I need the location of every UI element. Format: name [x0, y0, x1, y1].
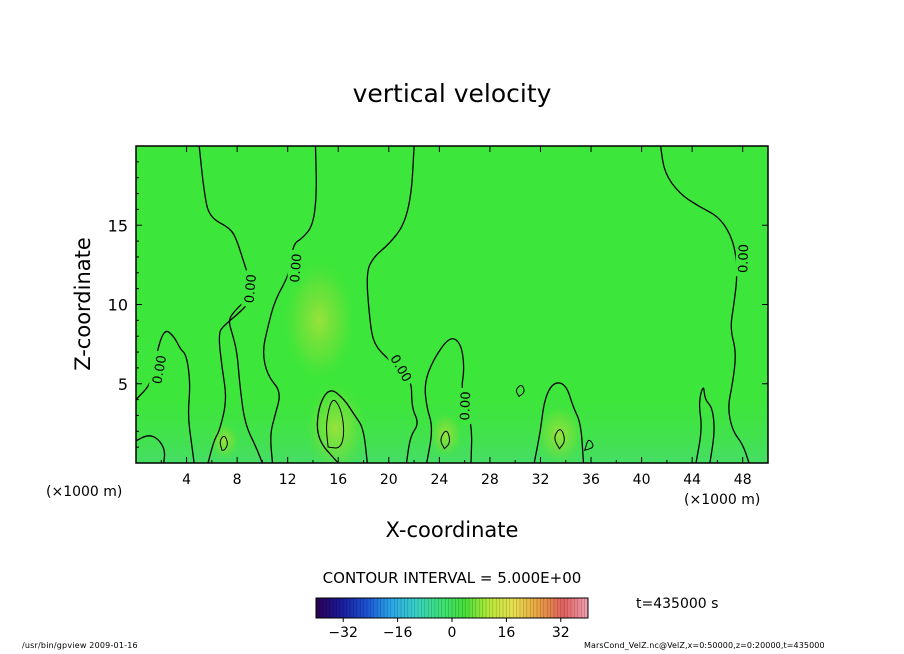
warm-spot-0: [304, 380, 368, 463]
contour-label-4: 0.00: [458, 391, 474, 420]
contour-label-bg-3: [386, 348, 417, 387]
inner-contour-0: [326, 399, 345, 449]
contour-line-1: [136, 435, 166, 463]
y-tick-label-15: 15: [108, 216, 128, 235]
inner-contour-1: [219, 435, 228, 451]
x-tick-label-20: 20: [380, 472, 398, 488]
x-tick-label-16: 16: [329, 472, 347, 488]
x-unit-right: (×1000 m): [684, 492, 760, 508]
contour-label-1: 0.00: [243, 274, 260, 304]
contour-label-bg-0: [148, 350, 169, 389]
contour-label-5: 0.00: [736, 244, 752, 273]
contour-label-bg-1: [241, 270, 259, 308]
contour-interval-label: CONTOUR INTERVAL = 5.000E+00: [323, 569, 582, 587]
colorbar-tick-label-32: 32: [552, 625, 570, 641]
colorbar-tick-label--32: −32: [328, 625, 358, 641]
x-unit-left: (×1000 m): [46, 484, 122, 500]
colorbar-tick-label-16: 16: [497, 625, 515, 641]
x-tick-label-36: 36: [582, 472, 600, 488]
contour-line-10: [695, 387, 715, 463]
x-tick-label-24: 24: [430, 472, 448, 488]
inner-contour-4: [515, 385, 525, 398]
x-tick-label-40: 40: [633, 472, 651, 488]
contour-line-3: [228, 296, 264, 463]
time-label: t=435000 s: [636, 596, 718, 612]
contour-label-bg-5: [735, 240, 751, 277]
contour-label-0: 0.00: [150, 354, 170, 385]
contour-label-bg-2: [286, 249, 304, 287]
x-axis-label: X-coordinate: [386, 518, 519, 542]
contour-line-5: [366, 146, 418, 463]
plot-area: 0.000.000.000.000.000.00: [136, 146, 768, 463]
contour-label-2: 0.00: [288, 253, 305, 283]
footer-program: /usr/bin/gpview 2009-01-16: [22, 641, 138, 650]
x-tick-label-28: 28: [481, 472, 499, 488]
contour-label-bg-4: [457, 387, 473, 425]
warm-spot-3: [209, 421, 240, 460]
inner-contour-2: [440, 430, 451, 450]
y-tick-label-10: 10: [108, 296, 128, 315]
inner-contour-5: [583, 439, 594, 452]
warm-spot-1: [534, 402, 585, 463]
contour-line-4: [263, 146, 317, 463]
x-tick-label-44: 44: [683, 472, 701, 488]
y-tick-label-5: 5: [118, 375, 128, 394]
warm-spot-4: [281, 256, 358, 384]
x-tick-label-12: 12: [279, 472, 297, 488]
y-axis-label: Z-coordinate: [71, 237, 95, 371]
colorbar-tick-label--16: −16: [383, 625, 413, 641]
colorbar-tick-label-0: 0: [448, 625, 457, 641]
x-tick-label-8: 8: [233, 472, 242, 488]
contour-line-9: [659, 146, 750, 463]
x-tick-label-32: 32: [532, 472, 550, 488]
chart-title: vertical velocity: [353, 79, 552, 108]
contour-line-7: [316, 390, 368, 463]
x-tick-label-48: 48: [734, 472, 752, 488]
x-tick-label-4: 4: [182, 472, 191, 488]
inner-contour-3: [554, 429, 565, 450]
contour-line-8: [533, 382, 585, 463]
warm-spot-2: [427, 410, 464, 459]
footer-source: MarsCond_VelZ.nc@VelZ,x=0:50000,z=0:2000…: [584, 641, 825, 650]
